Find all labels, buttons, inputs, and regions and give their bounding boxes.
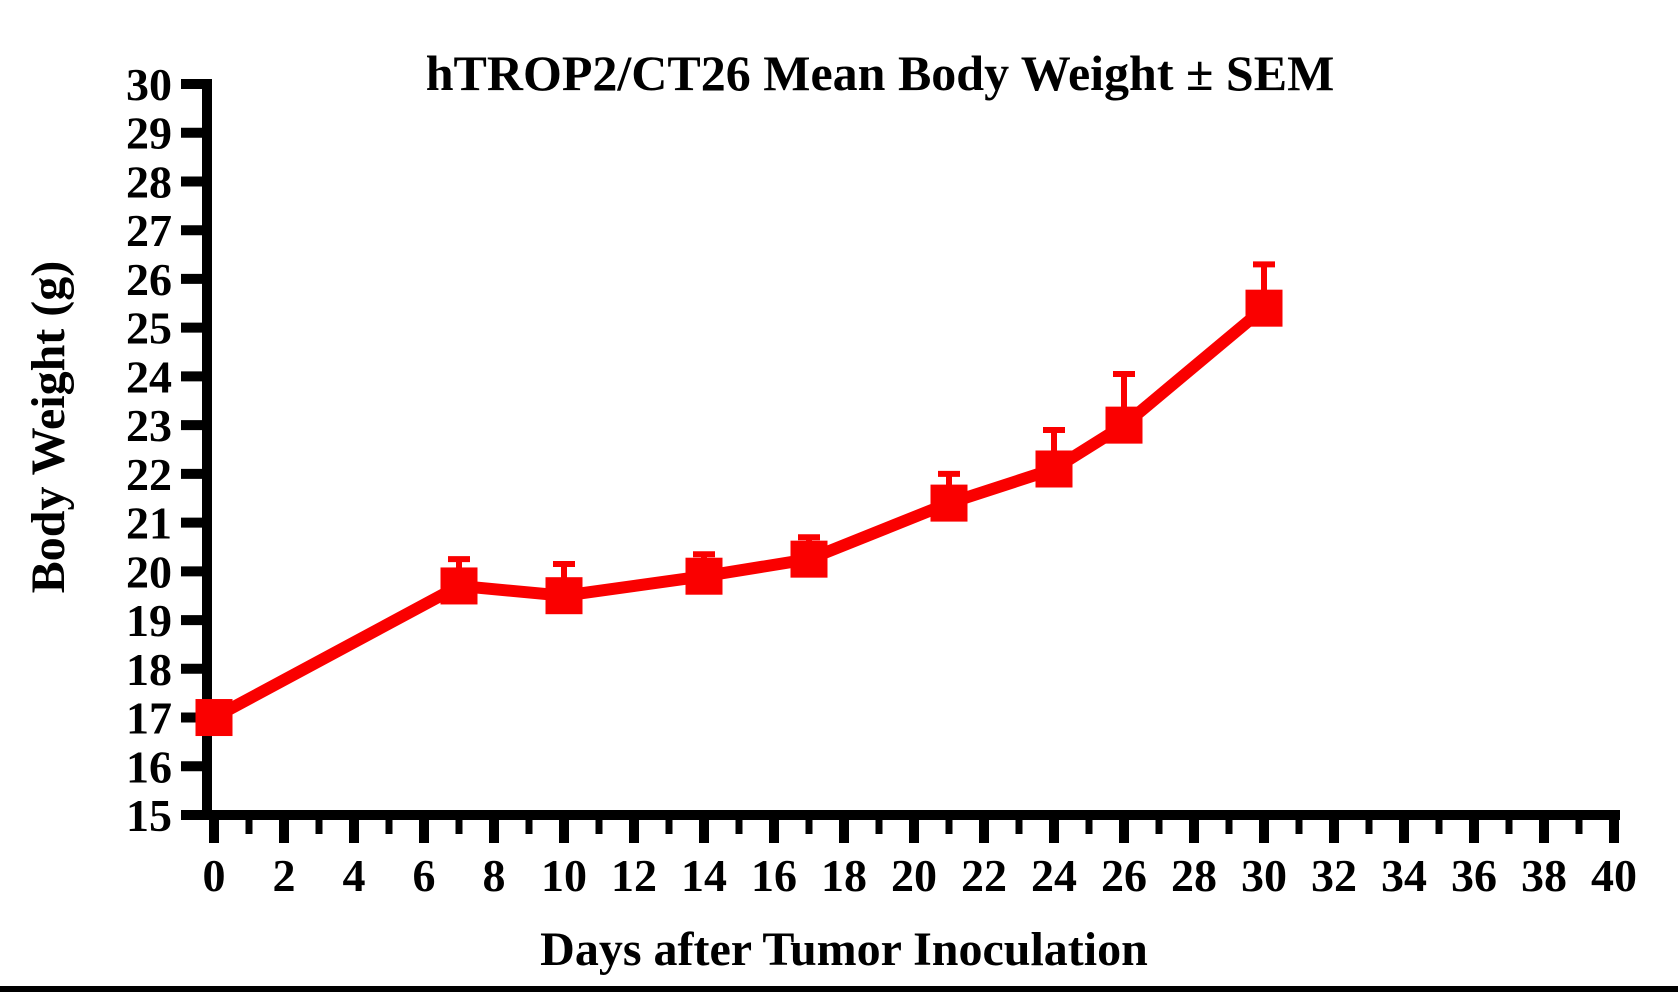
y-tick-label: 20 [126,546,172,597]
x-tick-label: 0 [203,850,226,901]
chart-title: hTROP2/CT26 Mean Body Weight ± SEM [425,45,1335,101]
x-tick-label: 36 [1451,850,1497,901]
x-tick-label: 2 [273,850,296,901]
y-tick-label: 23 [126,400,172,451]
x-tick-label: 18 [821,850,867,901]
y-tick-label: 16 [126,741,172,792]
data-point-marker [685,557,723,595]
data-point-marker [1245,289,1283,327]
y-tick-label: 30 [126,59,172,110]
x-tick-label: 8 [483,850,506,901]
x-tick-label: 40 [1591,850,1637,901]
y-tick-label: 24 [126,351,172,402]
x-tick-label: 6 [413,850,436,901]
x-tick-label: 24 [1031,850,1077,901]
x-tick-label: 26 [1101,850,1147,901]
y-tick-label: 22 [126,449,172,500]
x-tick-label: 10 [541,850,587,901]
x-tick-label: 30 [1241,850,1287,901]
data-point-marker [195,699,233,737]
y-tick-label: 29 [126,108,172,159]
data-point-marker [545,577,583,615]
x-tick-label: 28 [1171,850,1217,901]
y-tick-label: 17 [126,693,172,744]
x-tick-label: 16 [751,850,797,901]
x-axis-title: Days after Tumor Inoculation [540,923,1148,976]
x-tick-label: 20 [891,850,937,901]
series-line [211,303,1268,723]
x-tick-label: 32 [1311,850,1357,901]
y-tick-label: 18 [126,644,172,695]
y-tick-label: 25 [126,303,172,354]
x-tick-label: 4 [343,850,366,901]
data-point-marker [1035,450,1073,488]
data-point-marker [440,567,478,605]
y-tick-label: 26 [126,254,172,305]
x-tick-label: 14 [681,850,727,901]
data-point-marker [790,540,828,578]
y-tick-label: 21 [126,498,172,549]
x-tick-label: 12 [611,850,657,901]
x-tick-label: 38 [1521,850,1567,901]
y-tick-label: 28 [126,156,172,207]
data-point-marker [930,484,968,522]
x-tick-label: 34 [1381,850,1427,901]
bottom-divider [0,986,1678,992]
y-tick-label: 15 [126,790,172,841]
y-tick-label: 19 [126,595,172,646]
x-tick-label: 22 [961,850,1007,901]
y-tick-label: 27 [126,205,172,256]
data-point-marker [1105,406,1143,444]
